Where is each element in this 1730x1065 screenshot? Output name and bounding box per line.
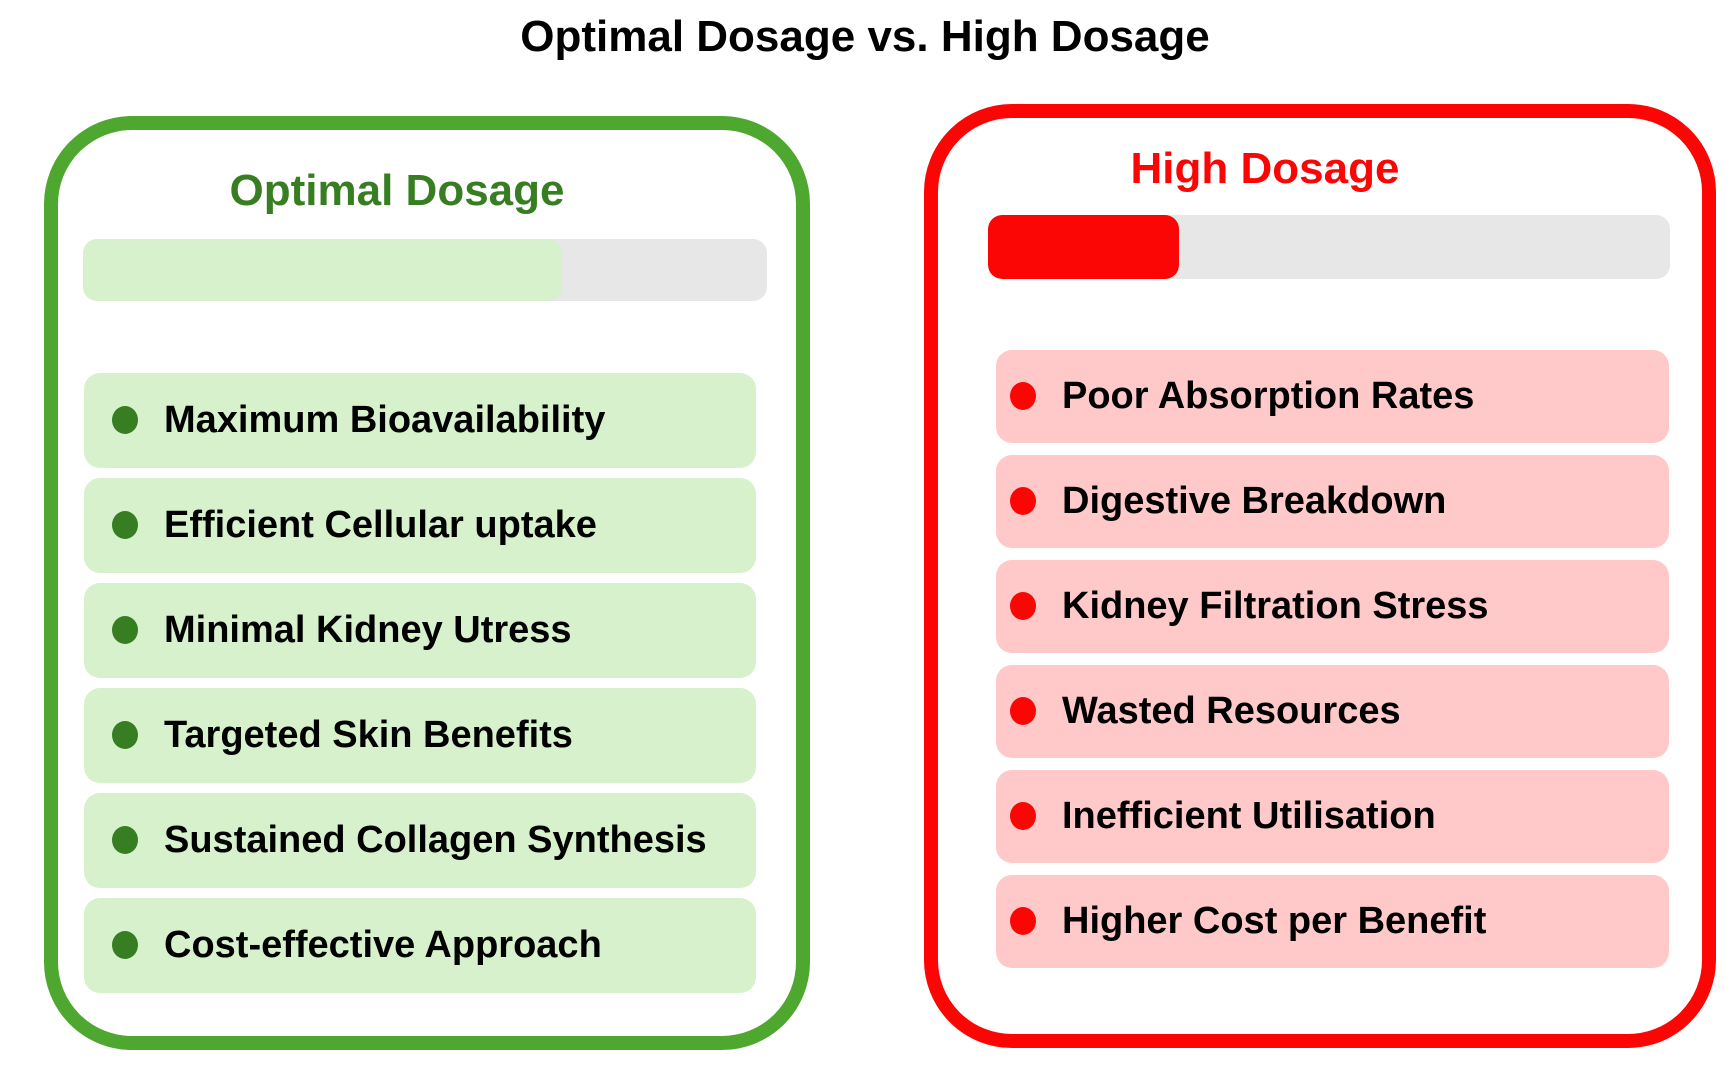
list-item: Kidney Filtration Stress (996, 559, 1669, 653)
list-item-label: Digestive Breakdown (1062, 479, 1447, 522)
optimal-progress-fill (83, 238, 562, 301)
bullet-icon (112, 616, 138, 645)
bullet-icon (1010, 487, 1036, 516)
list-item: Cost-effective Approach (84, 897, 756, 993)
bullet-icon (112, 511, 138, 540)
list-item: Inefficient Utilisation (996, 769, 1669, 863)
list-item-label: Higher Cost per Benefit (1062, 899, 1487, 942)
list-item: Targeted Skin Benefits (84, 687, 756, 783)
bullet-icon (1010, 802, 1036, 831)
list-item-label: Minimal Kidney Utress (164, 608, 572, 651)
optimal-benefits-list: Maximum Bioavailability Efficient Cellul… (84, 372, 756, 993)
list-item-label: Inefficient Utilisation (1062, 794, 1436, 837)
bullet-icon (1010, 907, 1036, 936)
list-item: Higher Cost per Benefit (996, 874, 1669, 968)
list-item-label: Sustained Collagen Synthesis (164, 818, 707, 861)
list-item-label: Cost-effective Approach (164, 923, 602, 966)
list-item: Maximum Bioavailability (84, 372, 756, 468)
optimal-dosage-panel: Optimal Dosage Maximum Bioavailability E… (44, 116, 810, 1050)
high-panel-title: High Dosage (1130, 144, 1400, 193)
high-progress-track (988, 214, 1670, 279)
list-item-label: Efficient Cellular uptake (164, 503, 597, 546)
optimal-progress-track (83, 238, 767, 301)
list-item: Minimal Kidney Utress (84, 582, 756, 678)
high-drawbacks-list: Poor Absorption Rates Digestive Breakdow… (996, 349, 1669, 968)
list-item-label: Wasted Resources (1062, 689, 1401, 732)
optimal-panel-title: Optimal Dosage (229, 166, 565, 215)
list-item: Wasted Resources (996, 664, 1669, 758)
list-item: Poor Absorption Rates (996, 349, 1669, 443)
list-item: Efficient Cellular uptake (84, 477, 756, 573)
list-item-label: Maximum Bioavailability (164, 398, 606, 441)
bullet-icon (112, 406, 138, 435)
high-dosage-panel: High Dosage Poor Absorption Rates Digest… (924, 104, 1716, 1048)
list-item: Digestive Breakdown (996, 454, 1669, 548)
bullet-icon (1010, 382, 1036, 411)
page-title: Optimal Dosage vs. High Dosage (520, 12, 1210, 61)
bullet-icon (1010, 697, 1036, 726)
list-item-label: Poor Absorption Rates (1062, 374, 1475, 417)
list-item-label: Targeted Skin Benefits (164, 713, 573, 756)
high-progress-fill (988, 214, 1179, 279)
bullet-icon (112, 721, 138, 750)
bullet-icon (112, 931, 138, 960)
bullet-icon (1010, 592, 1036, 621)
list-item-label: Kidney Filtration Stress (1062, 584, 1489, 627)
bullet-icon (112, 826, 138, 855)
list-item: Sustained Collagen Synthesis (84, 792, 756, 888)
